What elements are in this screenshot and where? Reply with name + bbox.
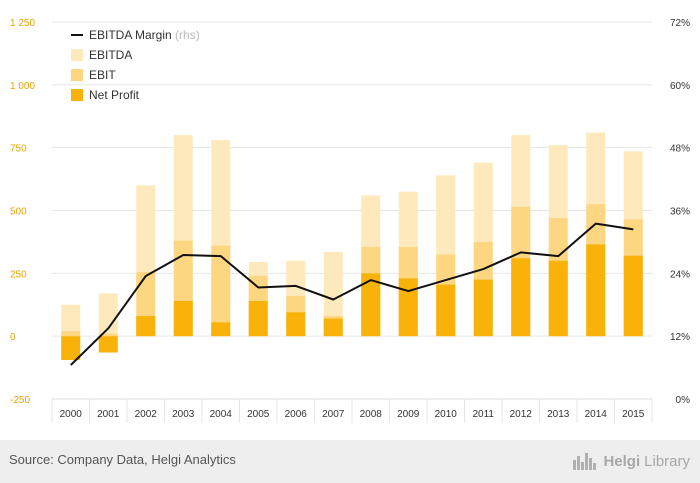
bar-net-profit <box>173 300 193 337</box>
bar-net-profit <box>436 284 456 337</box>
bar-net-profit <box>586 244 606 337</box>
y-axis-right: 0% 12% 24% 36% 48% 60% 72% <box>670 18 690 406</box>
x-tick-label: 2008 <box>360 409 383 420</box>
y-left-tick-label: 1 000 <box>10 81 35 92</box>
y-right-tick-label: 60% <box>670 81 690 92</box>
bar-net-profit <box>248 300 268 337</box>
y-left-tick-label: 250 <box>10 269 27 280</box>
y-left-tick-label: -250 <box>10 395 30 406</box>
bar-net-profit <box>398 278 418 337</box>
y-left-tick-label: 0 <box>10 332 16 343</box>
x-tick-label: 2005 <box>247 409 270 420</box>
bar-ebitda <box>98 293 118 337</box>
bar-net-profit <box>136 316 156 337</box>
legend-rhs-note: (rhs) <box>175 28 200 42</box>
chart: -250 0 250 500 750 1 000 1 250 0% 12% 24% 36% 48% 6… <box>10 18 690 423</box>
bar-ebit <box>211 245 231 337</box>
x-tick-label: 2001 <box>97 409 120 420</box>
x-axis: 2000 2001 2002 2003 2004 2005 2006 2007 2008 2009… <box>60 409 645 420</box>
bar-ebitda <box>323 251 343 337</box>
legend-swatch-net-profit <box>71 89 83 101</box>
bar-net-profit <box>211 322 231 337</box>
bar-net-profit <box>473 279 493 337</box>
bar-net-profit <box>323 318 343 337</box>
line-ebitda-margin <box>70 222 634 366</box>
legend-label-ebit: EBIT <box>89 68 116 82</box>
x-tick-label: 2006 <box>285 409 308 420</box>
legend: EBITDA Margin (rhs) EBITDA EBIT Net Profit <box>71 28 200 102</box>
x-tick-label: 2003 <box>172 409 195 420</box>
bar-net-profit <box>98 336 118 353</box>
y-left-tick-label: 500 <box>10 207 27 218</box>
legend-label-ebitda-margin: EBITDA Margin (rhs) <box>89 28 200 42</box>
bar-net-profit <box>361 273 381 337</box>
bar-net-profit <box>286 312 306 337</box>
legend-label-net-profit: Net Profit <box>89 88 140 102</box>
bar-net-profit <box>623 255 643 337</box>
x-tick-label: 2013 <box>547 409 570 420</box>
bar-net-profit <box>548 260 568 337</box>
legend-swatch-ebit <box>71 69 83 81</box>
y-left-tick-label: 1 250 <box>10 18 35 29</box>
brand-helgi: Helgi <box>603 452 641 470</box>
bar-ebit <box>61 331 81 337</box>
bar-net-profit <box>511 258 531 337</box>
x-tick-label: 2009 <box>397 409 420 420</box>
y-axis-left: -250 0 250 500 750 1 000 1 250 <box>10 18 35 406</box>
x-tick-label: 2011 <box>472 409 494 420</box>
y-right-tick-label: 36% <box>670 207 690 218</box>
helgi-library-logo[interactable]: Helgi Library <box>573 449 690 473</box>
bar-ebit <box>98 333 118 337</box>
x-tick-label: 2014 <box>585 409 608 420</box>
y-right-tick-label: 72% <box>670 18 690 29</box>
x-tick-label: 2015 <box>622 409 645 420</box>
x-tick-label: 2000 <box>60 409 83 420</box>
series-ebitda-margin <box>70 222 634 366</box>
x-tick-label: 2012 <box>510 409 533 420</box>
y-right-tick-label: 24% <box>670 269 690 280</box>
x-tick-label: 2007 <box>322 409 345 420</box>
y-right-tick-label: 12% <box>670 332 690 343</box>
y-right-tick-label: 0% <box>676 395 691 406</box>
series-net-profit <box>61 244 643 361</box>
brand-library: Library <box>644 452 690 470</box>
x-tick-label: 2002 <box>135 409 158 420</box>
source-note: Source: Company Data, Helgi Analytics <box>9 452 236 467</box>
city-skyline-icon <box>573 453 597 470</box>
x-tick-label: 2004 <box>210 409 233 420</box>
bar-ebitda <box>61 304 81 337</box>
legend-label-ebitda: EBITDA <box>89 48 132 62</box>
footer: Source: Company Data, Helgi Analytics He… <box>0 440 700 483</box>
y-right-tick-label: 48% <box>670 144 690 155</box>
x-tick-label: 2010 <box>435 409 458 420</box>
y-left-tick-label: 750 <box>10 144 27 155</box>
legend-swatch-ebitda <box>71 49 83 61</box>
bar-net-profit <box>61 336 81 361</box>
